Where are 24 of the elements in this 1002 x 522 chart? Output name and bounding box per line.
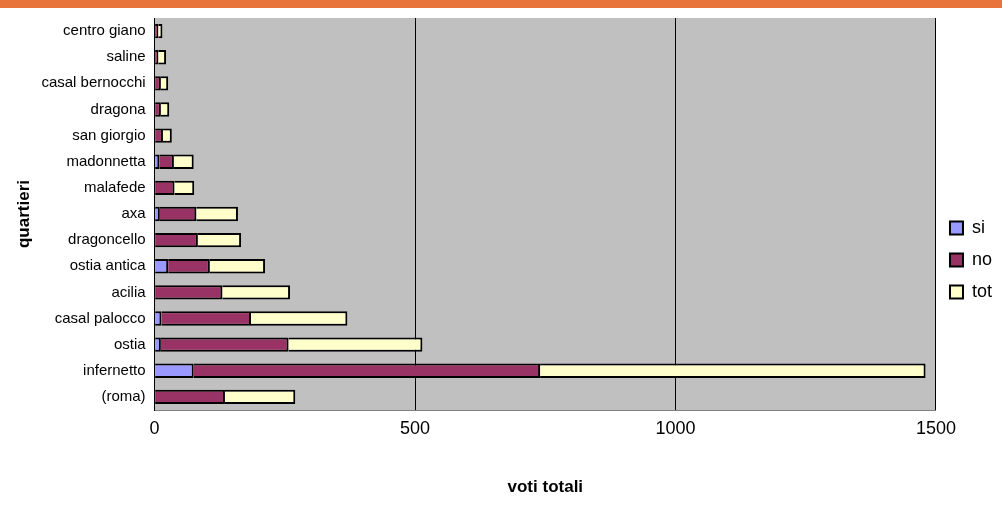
x-axis-title: voti totali	[507, 477, 584, 497]
y-tick-label: casal bernocchi	[41, 73, 146, 91]
x-tick-label: 1000	[655, 417, 696, 438]
y-tick-label: infernetto	[83, 360, 146, 378]
y-axis-title: quartieri	[13, 179, 33, 249]
y-tick-label: madonnetta	[66, 151, 147, 169]
y-tick-label: ostia	[113, 334, 147, 352]
legend-label: si	[971, 216, 985, 237]
y-tick-label: (roma)	[101, 387, 146, 405]
y-tick-label: acilia	[111, 282, 147, 300]
y-tick-label: casal palocco	[54, 308, 146, 326]
y-tick-label: ostia antica	[69, 256, 147, 274]
y-tick-label: malafede	[83, 178, 146, 196]
x-tick-label: 0	[149, 417, 160, 438]
y-tick-label: saline	[106, 47, 146, 65]
y-tick-label: dragona	[90, 99, 147, 117]
y-tick-label: dragoncello	[68, 230, 146, 248]
legend-label: tot	[971, 280, 992, 301]
x-tick-label: 1500	[915, 417, 956, 438]
y-tick-label: centro giano	[63, 21, 146, 39]
legend-label: no	[971, 248, 993, 269]
y-tick-label: san giorgio	[72, 125, 146, 143]
x-tick-label: 500	[400, 417, 431, 438]
y-tick-label: axa	[121, 204, 147, 222]
